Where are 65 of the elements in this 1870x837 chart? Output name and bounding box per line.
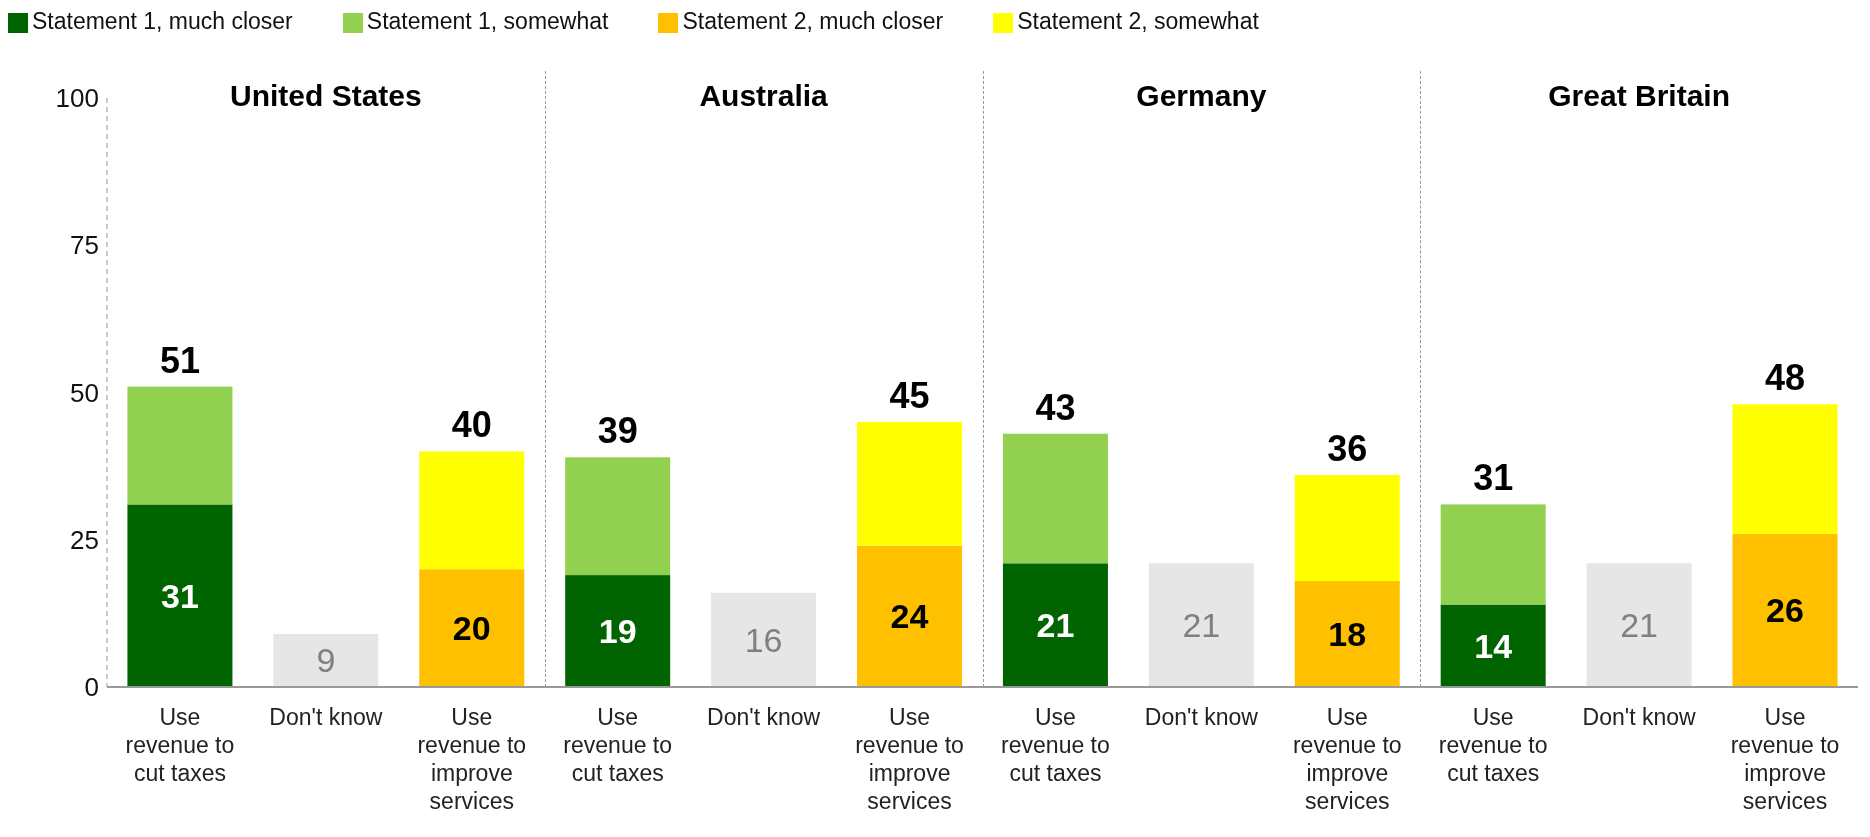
bar <box>1294 580 1400 687</box>
data-label: 31 <box>161 576 199 615</box>
total-label: 48 <box>1764 357 1806 399</box>
x-tick-label: Use revenue to improve services <box>1292 704 1402 814</box>
data-label: 21 <box>1036 606 1075 645</box>
x-tick-label: Don't know <box>1144 704 1259 730</box>
y-tick-label: 100 <box>55 83 99 114</box>
x-tick-label: Use revenue to improve services <box>1730 704 1840 814</box>
annotation: United States <box>229 79 423 113</box>
annotation: Great Britain <box>1547 79 1731 113</box>
data-label: 21 <box>1620 606 1659 645</box>
bar <box>127 504 233 687</box>
y-tick-label: 0 <box>84 672 99 703</box>
bar <box>1732 404 1838 534</box>
y-tick-label: 75 <box>70 230 99 261</box>
x-tick-label: Use revenue to cut taxes <box>125 704 235 786</box>
total-label: 43 <box>1035 386 1076 428</box>
legend-label: Statement 1, somewhat <box>366 8 609 34</box>
annotation: Australia <box>698 79 829 113</box>
annotation: Germany <box>1135 79 1268 113</box>
total-label: 31 <box>1473 457 1514 499</box>
total-label: 36 <box>1327 427 1368 469</box>
bar <box>419 569 525 687</box>
legend-label: Statement 2, somewhat <box>1017 8 1259 34</box>
bar <box>419 451 525 570</box>
data-label: 19 <box>598 612 637 651</box>
legend-label: Statement 2, much closer <box>682 8 944 34</box>
y-tick-label: 25 <box>70 524 99 555</box>
bar <box>711 592 817 687</box>
bar <box>565 457 671 576</box>
total-label: 40 <box>451 404 492 446</box>
x-tick-label: Use revenue to cut taxes <box>1001 704 1110 786</box>
data-label: 14 <box>1474 626 1513 665</box>
y-tick-label: 50 <box>70 377 99 408</box>
data-label: 20 <box>452 609 491 648</box>
bar <box>1586 563 1692 687</box>
bar <box>1002 433 1108 564</box>
data-label: 9 <box>316 641 336 680</box>
bar <box>1002 563 1108 687</box>
x-tick-label: Use revenue to improve services <box>417 704 527 814</box>
x-tick-label: Use revenue to cut taxes <box>563 704 673 786</box>
total-label: 45 <box>889 374 930 416</box>
data-label: 26 <box>1766 591 1804 630</box>
data-label: 16 <box>744 620 783 659</box>
legend-label: Statement 1, much closer <box>32 8 293 34</box>
total-label: 39 <box>597 410 638 452</box>
bar <box>565 575 671 687</box>
data-label: 24 <box>890 597 929 636</box>
x-tick-label: Don't know <box>1582 704 1697 730</box>
bar <box>857 421 963 546</box>
x-tick-label: Use revenue to improve services <box>855 704 964 814</box>
bar <box>1148 563 1254 687</box>
total-label: 51 <box>159 339 200 381</box>
data-label: 18 <box>1328 614 1367 653</box>
bar <box>273 633 379 687</box>
bar <box>1440 504 1546 605</box>
bar <box>127 386 233 505</box>
bar <box>857 545 963 687</box>
data-label: 21 <box>1182 606 1221 645</box>
x-tick-label: Don't know <box>707 704 821 730</box>
bar <box>1732 533 1838 687</box>
x-tick-label: Use revenue to cut taxes <box>1438 704 1548 786</box>
bar <box>1440 604 1546 687</box>
x-tick-label: Don't know <box>269 704 383 730</box>
bar <box>1294 474 1400 581</box>
